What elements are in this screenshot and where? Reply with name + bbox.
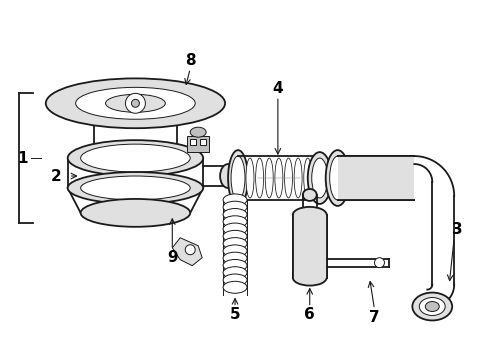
Ellipse shape bbox=[265, 158, 273, 198]
Ellipse shape bbox=[293, 270, 327, 285]
Ellipse shape bbox=[223, 194, 247, 206]
Ellipse shape bbox=[68, 140, 203, 176]
Text: 9: 9 bbox=[167, 250, 177, 265]
Bar bbox=[190, 139, 196, 145]
Ellipse shape bbox=[223, 281, 247, 293]
Text: 5: 5 bbox=[230, 307, 241, 322]
Ellipse shape bbox=[68, 172, 203, 204]
Text: 4: 4 bbox=[272, 81, 283, 96]
Ellipse shape bbox=[293, 207, 327, 223]
Ellipse shape bbox=[81, 199, 190, 227]
Ellipse shape bbox=[326, 150, 349, 206]
Text: 8: 8 bbox=[185, 53, 196, 68]
Ellipse shape bbox=[223, 274, 247, 286]
Text: 3: 3 bbox=[452, 222, 463, 237]
Circle shape bbox=[374, 258, 385, 268]
Ellipse shape bbox=[303, 210, 317, 220]
Circle shape bbox=[185, 245, 195, 255]
Ellipse shape bbox=[231, 156, 245, 200]
Ellipse shape bbox=[105, 94, 165, 112]
Ellipse shape bbox=[303, 189, 317, 201]
Ellipse shape bbox=[223, 238, 247, 249]
Ellipse shape bbox=[223, 208, 247, 220]
Ellipse shape bbox=[223, 201, 247, 213]
Ellipse shape bbox=[312, 158, 328, 198]
Circle shape bbox=[131, 99, 140, 107]
Text: 7: 7 bbox=[369, 310, 380, 325]
Ellipse shape bbox=[223, 245, 247, 257]
Bar bbox=[200, 139, 206, 145]
Text: 1: 1 bbox=[18, 150, 28, 166]
Circle shape bbox=[125, 93, 146, 113]
Ellipse shape bbox=[308, 152, 332, 204]
Bar bbox=[187, 136, 209, 152]
Ellipse shape bbox=[304, 158, 312, 198]
Ellipse shape bbox=[256, 158, 264, 198]
Text: 2: 2 bbox=[50, 168, 61, 184]
Ellipse shape bbox=[75, 87, 195, 119]
Bar bbox=[293, 215, 327, 278]
Ellipse shape bbox=[285, 158, 293, 198]
Ellipse shape bbox=[228, 150, 248, 206]
Ellipse shape bbox=[46, 78, 225, 128]
Polygon shape bbox=[172, 238, 202, 266]
Ellipse shape bbox=[190, 127, 206, 137]
Ellipse shape bbox=[81, 144, 190, 172]
Ellipse shape bbox=[223, 223, 247, 235]
Ellipse shape bbox=[419, 298, 445, 315]
Ellipse shape bbox=[246, 158, 254, 198]
Ellipse shape bbox=[294, 158, 302, 198]
Ellipse shape bbox=[223, 230, 247, 242]
Ellipse shape bbox=[223, 267, 247, 279]
Bar bbox=[338, 156, 415, 200]
Ellipse shape bbox=[223, 260, 247, 271]
Ellipse shape bbox=[223, 216, 247, 228]
Ellipse shape bbox=[275, 158, 283, 198]
Ellipse shape bbox=[330, 156, 345, 200]
Text: 6: 6 bbox=[304, 307, 315, 322]
Ellipse shape bbox=[413, 293, 452, 320]
Ellipse shape bbox=[223, 252, 247, 264]
Ellipse shape bbox=[220, 164, 236, 188]
Ellipse shape bbox=[425, 302, 439, 311]
Ellipse shape bbox=[81, 176, 190, 200]
